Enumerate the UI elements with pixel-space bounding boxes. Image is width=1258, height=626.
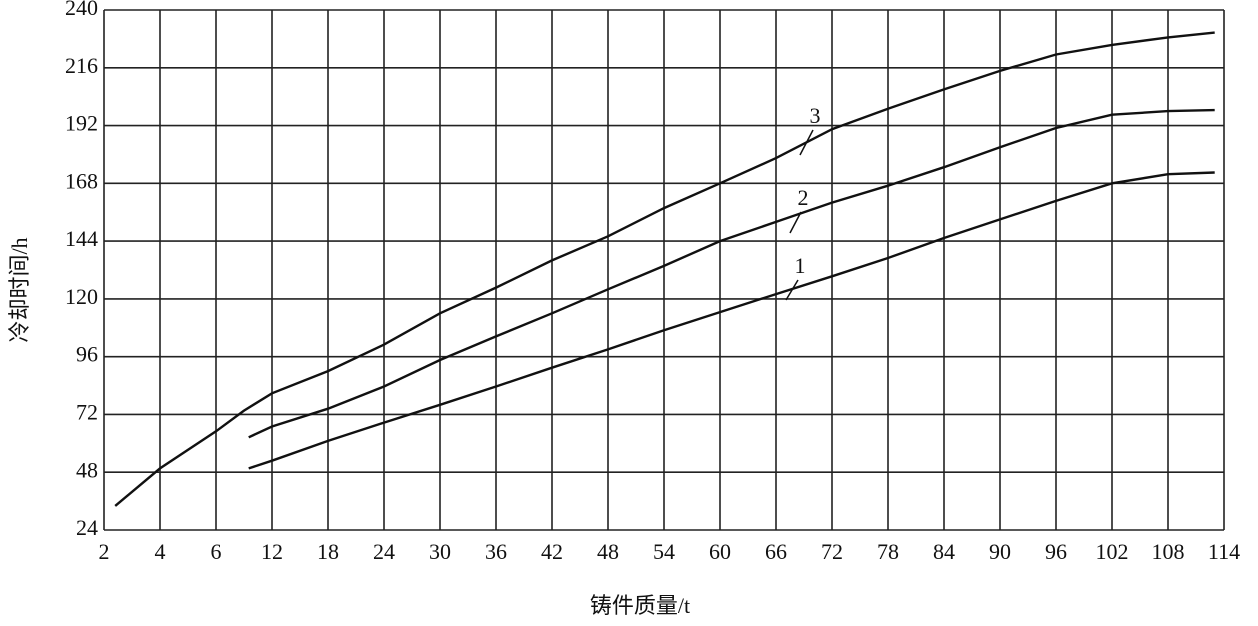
x-tick-label: 6 (211, 539, 222, 564)
y-tick-label: 72 (76, 399, 98, 424)
curve-label: 1 (795, 253, 806, 278)
leader-line (785, 279, 799, 301)
y-tick-label: 240 (65, 0, 98, 20)
x-tick-label: 4 (155, 539, 166, 564)
x-axis-label: 铸件质量/t (590, 593, 690, 618)
y-tick-label: 24 (76, 515, 98, 540)
y-tick-label: 96 (76, 342, 98, 367)
y-tick-label: 168 (65, 168, 98, 193)
x-tick-label: 30 (429, 539, 451, 564)
x-tick-label: 24 (373, 539, 395, 564)
curve (114, 31, 1215, 507)
leader-line (799, 129, 814, 156)
leader-line (789, 211, 802, 234)
x-tick-label: 96 (1045, 539, 1067, 564)
x-tick-label: 12 (261, 539, 283, 564)
y-axis-label: 冷却时间/h (7, 237, 32, 342)
x-tick-label: 78 (877, 539, 899, 564)
curve-label: 3 (810, 103, 821, 128)
x-tick-label: 108 (1152, 539, 1185, 564)
y-tick-label: 48 (76, 457, 98, 482)
y-tick-label: 144 (65, 226, 98, 251)
x-tick-label: 84 (933, 539, 955, 564)
x-tick-label: 54 (653, 539, 675, 564)
curve (248, 108, 1215, 439)
x-tick-label: 36 (485, 539, 507, 564)
curve-label: 2 (798, 185, 809, 210)
x-tick-label: 60 (709, 539, 731, 564)
x-tick-label: 2 (99, 539, 110, 564)
x-tick-label: 18 (317, 539, 339, 564)
y-tick-label: 216 (65, 53, 98, 78)
x-tick-label: 90 (989, 539, 1011, 564)
x-tick-label: 48 (597, 539, 619, 564)
x-tick-label: 72 (821, 539, 843, 564)
x-tick-label: 66 (765, 539, 787, 564)
x-tick-label: 42 (541, 539, 563, 564)
curve (248, 171, 1215, 470)
x-tick-label: 114 (1208, 539, 1240, 564)
y-tick-label: 192 (65, 111, 98, 136)
y-tick-label: 120 (65, 284, 98, 309)
x-tick-label: 102 (1096, 539, 1129, 564)
